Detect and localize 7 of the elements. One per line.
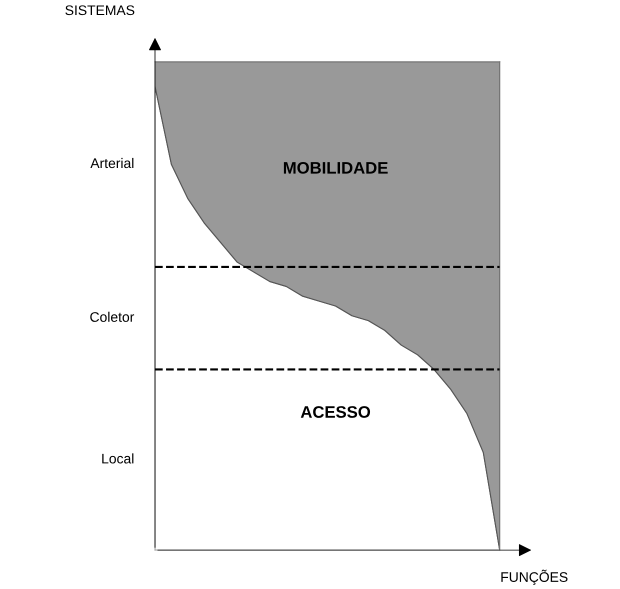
text: Arterial bbox=[90, 158, 134, 168]
series-label: MOBILIDADE bbox=[284, 162, 388, 174]
text: Coletor bbox=[90, 312, 134, 322]
text: Local bbox=[102, 453, 134, 464]
series-label: ACESSO bbox=[300, 406, 370, 418]
x-axis-title: FUNÇÕES bbox=[501, 570, 568, 585]
y-axis-title: SISTEMAS bbox=[65, 5, 134, 16]
